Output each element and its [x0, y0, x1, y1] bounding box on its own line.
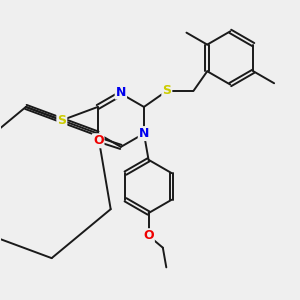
Text: S: S [57, 114, 66, 127]
Text: O: O [143, 229, 154, 242]
Text: N: N [139, 127, 149, 140]
Text: O: O [93, 134, 104, 147]
Text: N: N [116, 85, 126, 99]
Text: S: S [162, 84, 171, 98]
